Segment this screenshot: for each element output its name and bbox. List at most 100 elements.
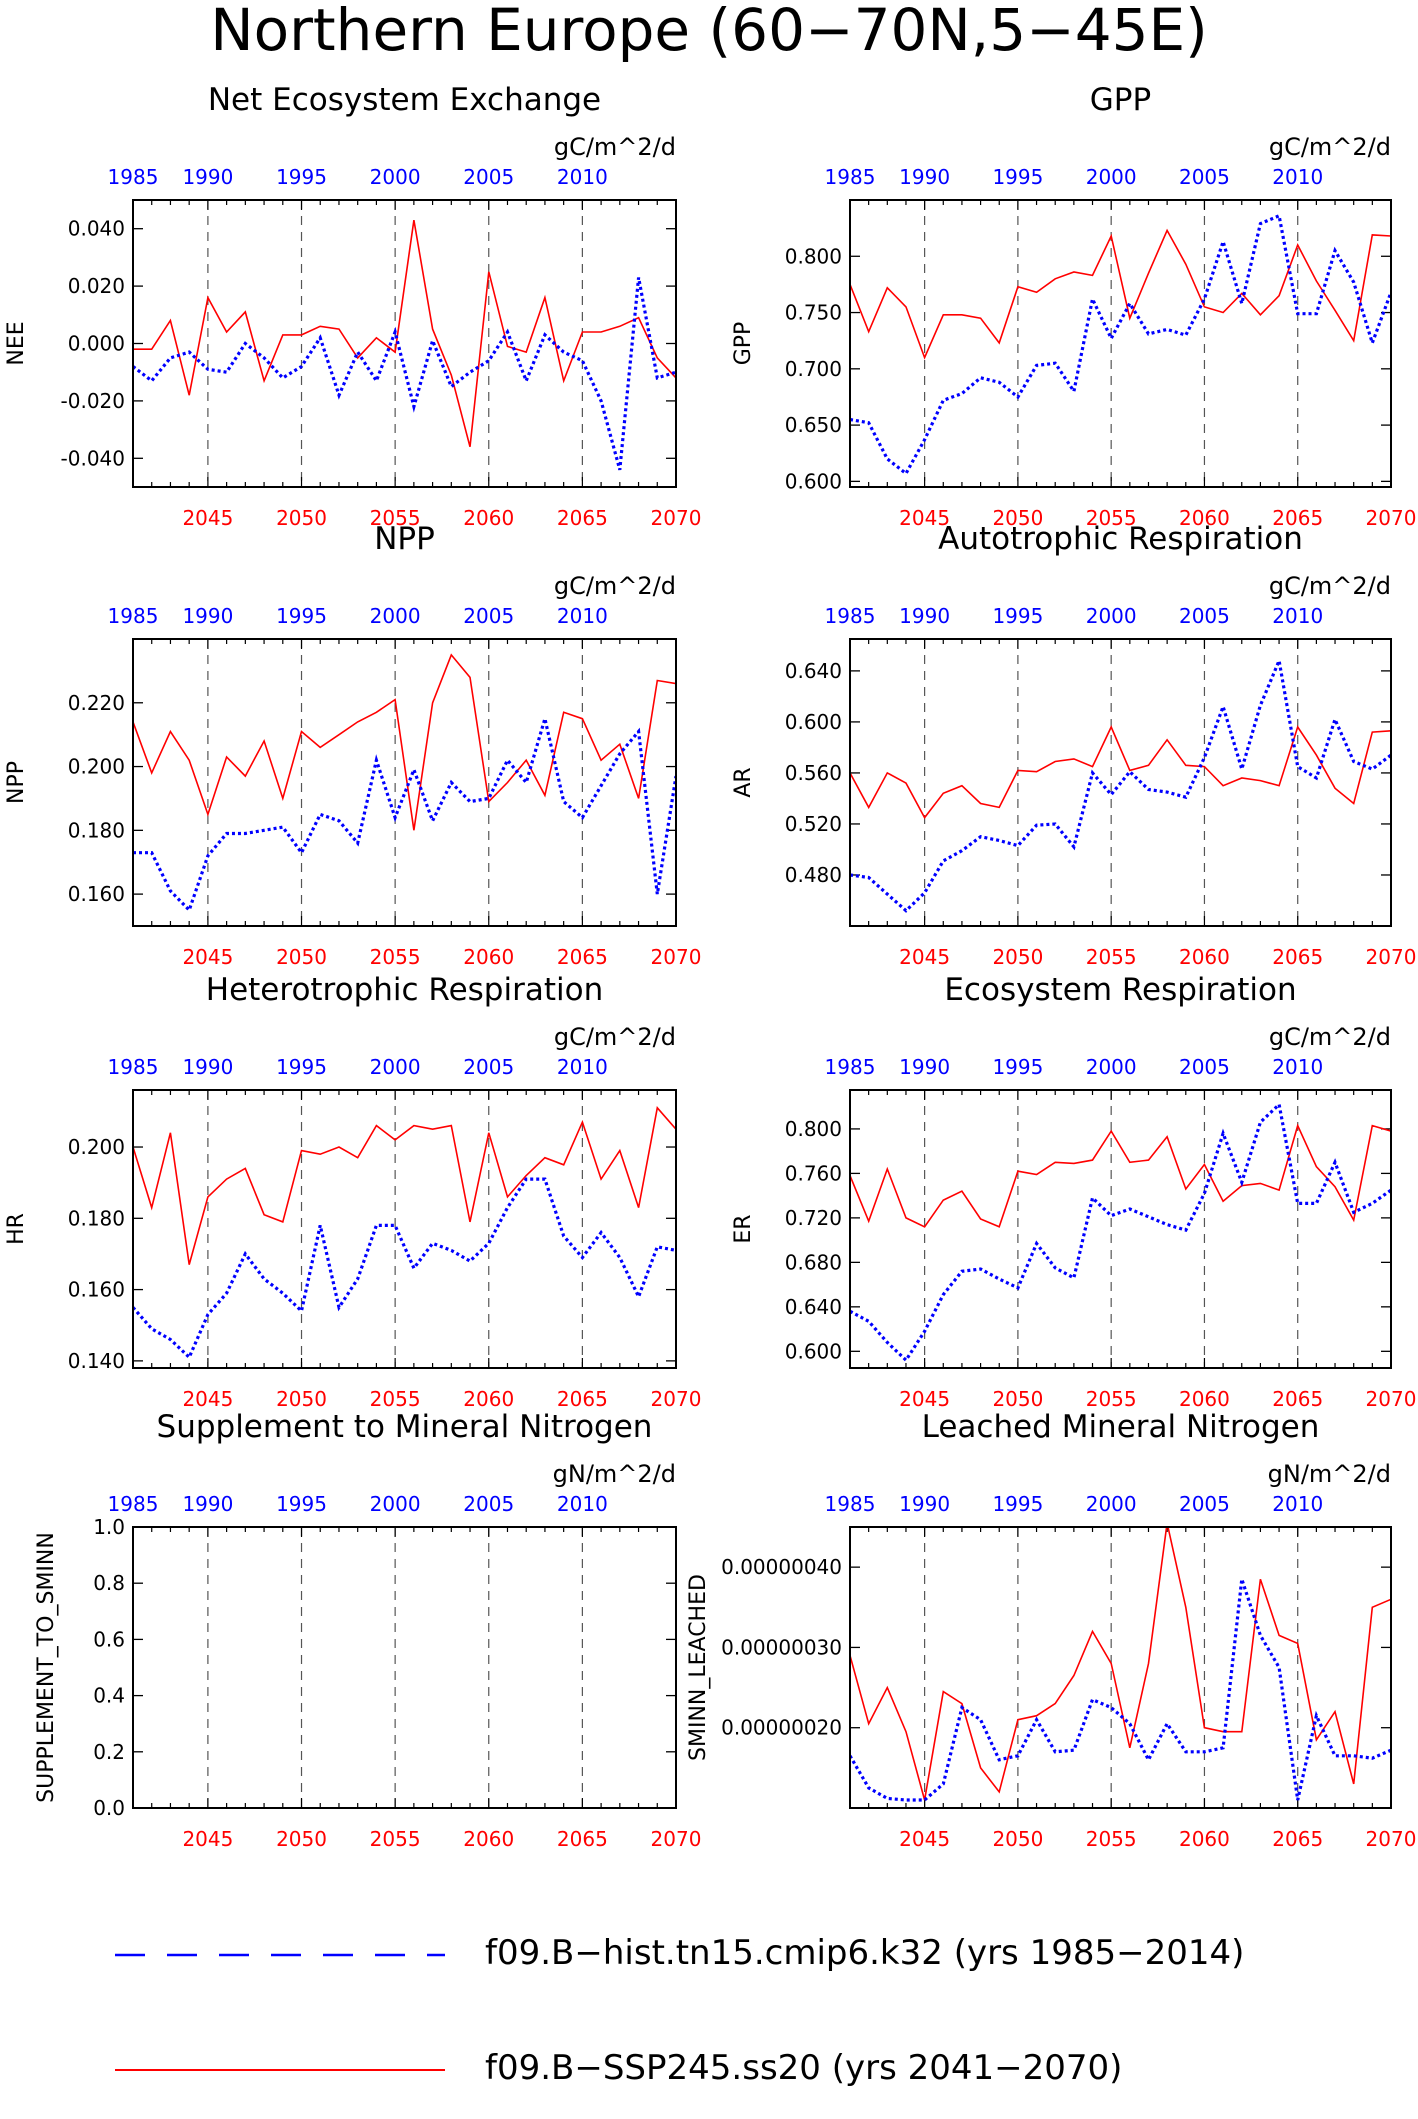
panel-title: GPP	[1090, 82, 1151, 118]
bottom-axis-tick-label: 2045	[182, 945, 233, 969]
top-axis-tick-label: 2005	[1179, 604, 1230, 628]
legend-hist-swatch	[115, 1953, 445, 1957]
top-axis-tick-label: 2000	[1086, 165, 1137, 189]
panel-2: GPP gC/m^2/d 1985 1990 1995 2000 2005 2010 2045 2…	[731, 82, 1416, 530]
panel-title: Net Ecosystem Exchange	[208, 82, 601, 118]
legend-future-swatch	[115, 2069, 445, 2071]
y-axis-label: NEE	[4, 321, 29, 365]
bottom-axis-tick-label: 2060	[1179, 945, 1230, 969]
top-axis-tick-label: 1990	[899, 1055, 950, 1079]
top-axis-tick-label: 2005	[1179, 165, 1230, 189]
top-axis-tick-label: 2010	[557, 604, 608, 628]
top-axis-tick-label: 1985	[825, 1055, 876, 1079]
panel-title: Heterotrophic Respiration	[206, 972, 603, 1008]
units-label: gC/m^2/d	[1269, 133, 1391, 161]
bottom-axis-tick-label: 2065	[1272, 506, 1323, 530]
top-axis-tick-label: 1985	[108, 165, 159, 189]
bottom-axis-tick-label: 2065	[1272, 945, 1323, 969]
bottom-axis-tick-label: 2050	[992, 945, 1043, 969]
y-tick-label: -0.040	[61, 446, 125, 470]
series-group	[133, 219, 676, 471]
y-tick-label: 0.700	[785, 357, 842, 381]
bottom-axis-tick-label: 2055	[1086, 945, 1137, 969]
series-group	[850, 655, 1391, 913]
top-axis-tick-label: 2010	[1272, 604, 1323, 628]
bottom-axis-tick-label: 2045	[899, 1387, 950, 1411]
bottom-axis-tick-label: 2060	[1179, 1827, 1230, 1851]
bottom-axis-tick-label: 2045	[899, 945, 950, 969]
y-tick-label: 0.800	[785, 244, 842, 268]
series-group	[133, 653, 676, 914]
legend-future-label: f09.B−SSP245.ss20 (yrs 2041−2070)	[485, 2048, 1123, 2088]
top-axis-tick-label: 2005	[1179, 1055, 1230, 1079]
legend-hist-label: f09.B−hist.tn15.cmip6.k32 (yrs 1985−2014…	[485, 1933, 1245, 1973]
y-tick-label: 0.00000020	[721, 1716, 842, 1740]
top-axis-tick-label: 2010	[1272, 1055, 1323, 1079]
top-axis-tick-label: 1985	[825, 1492, 876, 1516]
bottom-axis-tick-label: 2055	[1086, 1827, 1137, 1851]
top-axis-tick-label: 2000	[370, 604, 421, 628]
bottom-axis-tick-label: 2050	[992, 1387, 1043, 1411]
series-future-line	[850, 725, 1391, 820]
bottom-axis-tick-label: 2070	[651, 506, 702, 530]
series-hist-line	[850, 213, 1391, 476]
bottom-axis-tick-label: 2070	[1366, 1387, 1417, 1411]
top-axis-tick-label: 2000	[1086, 604, 1137, 628]
panel-5: Heterotrophic Respiration gC/m^2/d 1985 199…	[4, 972, 701, 1411]
y-axis-label: GPP	[731, 322, 756, 366]
bottom-axis-tick-label: 2060	[463, 1387, 514, 1411]
top-axis-tick-label: 1990	[182, 604, 233, 628]
panel-title: Ecosystem Respiration	[944, 972, 1296, 1008]
y-tick-label: 0.140	[68, 1349, 125, 1373]
bottom-axis-tick-label: 2050	[276, 1387, 327, 1411]
series-future-line	[133, 1106, 676, 1265]
top-axis-tick-label: 1995	[276, 165, 327, 189]
bottom-axis-tick-label: 2060	[463, 1827, 514, 1851]
top-axis-tick-label: 1995	[276, 1055, 327, 1079]
bottom-axis-tick-label: 2060	[1179, 1387, 1230, 1411]
y-tick-label: 0.160	[68, 1278, 125, 1302]
units-label: gC/m^2/d	[1269, 572, 1391, 600]
bottom-axis-tick-label: 2065	[1272, 1387, 1323, 1411]
bottom-axis-tick-label: 2045	[182, 506, 233, 530]
series-hist-line	[133, 277, 676, 471]
series-hist-line	[850, 1101, 1391, 1363]
top-axis-tick-label: 1995	[992, 604, 1043, 628]
y-tick-label: 0.600	[785, 1339, 842, 1363]
y-tick-label: 0.520	[785, 812, 842, 836]
y-tick-label: 0.600	[785, 710, 842, 734]
top-axis-tick-label: 1990	[899, 1492, 950, 1516]
y-tick-label: 0.160	[68, 882, 125, 906]
bottom-axis-tick-label: 2065	[557, 945, 608, 969]
y-tick-label: 0.650	[785, 413, 842, 437]
y-tick-label: 0.640	[785, 1295, 842, 1319]
top-axis-tick-label: 2005	[463, 165, 514, 189]
plot-frame	[849, 1089, 1392, 1369]
bottom-axis-tick-label: 2050	[992, 506, 1043, 530]
series-group	[850, 213, 1391, 476]
top-axis-tick-label: 1985	[108, 1055, 159, 1079]
series-future-line	[850, 1123, 1391, 1228]
top-axis-tick-label: 1990	[182, 1055, 233, 1079]
top-axis-tick-label: 1990	[182, 165, 233, 189]
series-future-line	[133, 653, 676, 831]
panel-4: Autotrophic Respiration gC/m^2/d 1985 1990 1…	[731, 521, 1416, 969]
plot-frame	[132, 199, 677, 488]
y-tick-label: 0.720	[785, 1206, 842, 1230]
bottom-axis-tick-label: 2045	[182, 1827, 233, 1851]
top-axis-tick-label: 1995	[992, 1055, 1043, 1079]
series-future-line	[133, 219, 676, 448]
top-axis-tick-label: 2005	[463, 1055, 514, 1079]
y-tick-label: 1.0	[93, 1515, 125, 1539]
bottom-axis-tick-label: 2070	[651, 945, 702, 969]
top-axis-tick-label: 1985	[108, 604, 159, 628]
y-tick-label: 0.000	[68, 332, 125, 356]
bottom-axis-tick-label: 2045	[899, 1827, 950, 1851]
bottom-axis-tick-label: 2055	[370, 1827, 421, 1851]
y-tick-label: 0.00000030	[721, 1635, 842, 1659]
y-tick-label: 0.020	[68, 274, 125, 298]
top-axis-tick-label: 1995	[992, 165, 1043, 189]
bottom-axis-tick-label: 2065	[1272, 1827, 1323, 1851]
bottom-axis-tick-label: 2070	[1366, 506, 1417, 530]
panel-title: Supplement to Mineral Nitrogen	[157, 1409, 653, 1445]
